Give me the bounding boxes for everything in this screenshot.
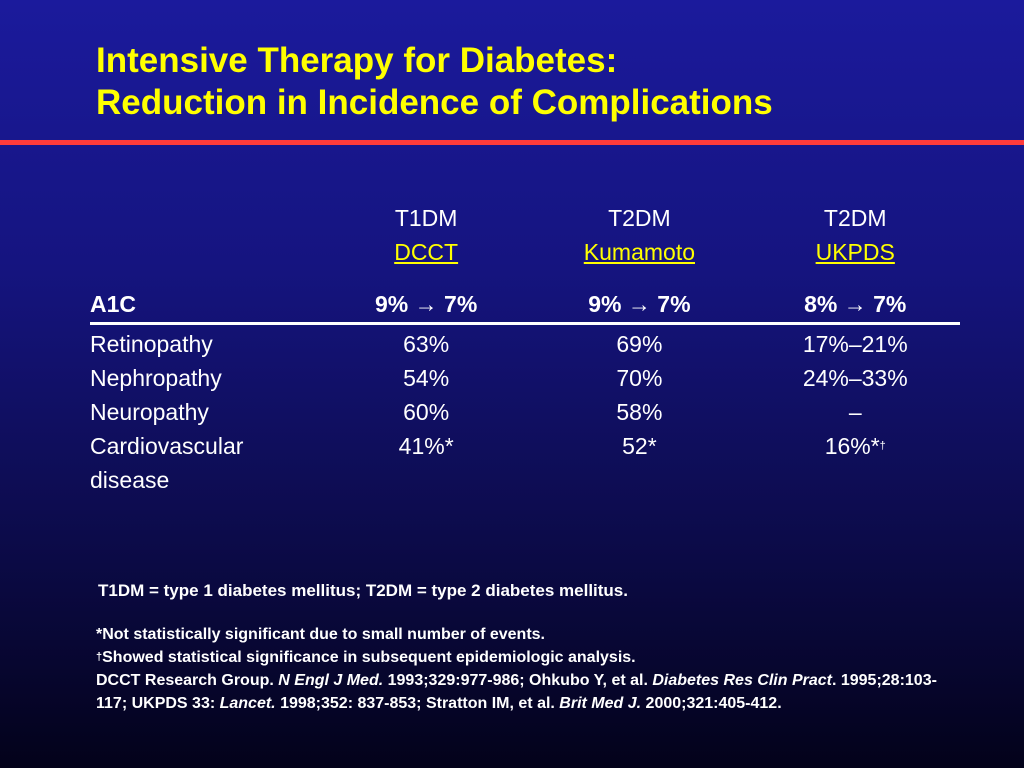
table-divider bbox=[90, 322, 960, 325]
table-divider-row bbox=[90, 321, 960, 327]
cell-value: 24%–33% bbox=[802, 365, 908, 391]
dagger-mark: † bbox=[879, 440, 886, 452]
table-row: Nephropathy 54% 70% 24%–33% bbox=[90, 361, 960, 395]
a1c-row: A1C 9% → 7% 9% → 7% 8% → 7% bbox=[90, 291, 960, 321]
study-link-ukpds[interactable]: UKPDS bbox=[815, 239, 895, 265]
column-header-dcct: T1DM DCCT bbox=[324, 201, 528, 291]
table-divider-cell bbox=[90, 321, 960, 327]
row-label: Nephropathy bbox=[90, 365, 222, 391]
reference-text: DCCT Research Group. bbox=[96, 672, 279, 689]
journal-name: Diabetes Res Clin Pract bbox=[652, 672, 832, 689]
study-link-dcct[interactable]: DCCT bbox=[394, 239, 459, 265]
reference-text: . 1995;28:103-117; UKPDS 33: bbox=[96, 672, 937, 712]
header-empty-cell bbox=[90, 201, 324, 291]
table-row: Neuropathy 60% 58% – bbox=[90, 395, 960, 429]
references: DCCT Research Group. N Engl J Med. 1993;… bbox=[96, 669, 966, 715]
a1c-value: 9% → 7% bbox=[375, 291, 478, 317]
cell-value: 58% bbox=[616, 399, 663, 425]
footnotes: *Not statistically significant due to sm… bbox=[96, 623, 966, 715]
diabetes-type: T1DM bbox=[394, 205, 458, 231]
footnote-dagger: †Showed statistical significance in subs… bbox=[96, 646, 966, 669]
reference-text: 1993;329:977-986; Ohkubo Y, et al. bbox=[383, 672, 653, 689]
column-header-ukpds: T2DM UKPDS bbox=[750, 201, 960, 291]
title-line-1: Intensive Therapy for Diabetes: bbox=[96, 41, 618, 80]
diabetes-type: T2DM bbox=[608, 205, 671, 231]
table-header-row: T1DM DCCT T2DM Kumamoto T2DM UKPDS bbox=[90, 201, 960, 291]
a1c-value: 9% → 7% bbox=[588, 291, 691, 317]
reference-text: 1998;352: 837-853; Stratton IM, et al. bbox=[275, 695, 560, 712]
diabetes-type: T2DM bbox=[823, 205, 887, 231]
journal-name: N Engl J Med. bbox=[278, 672, 384, 689]
cell-value: 54% bbox=[403, 365, 450, 391]
row-label: A1C bbox=[90, 291, 137, 317]
cell-value-text: 16%* bbox=[824, 433, 880, 459]
footnote-not-significant: *Not statistically significant due to sm… bbox=[96, 626, 545, 643]
table-row: Cardiovascular disease 41%* 52* 16%*† bbox=[90, 429, 960, 497]
cell-value: 17%–21% bbox=[802, 331, 908, 357]
table-row: Retinopathy 63% 69% 17%–21% bbox=[90, 327, 960, 361]
cell-value: 63% bbox=[403, 331, 450, 357]
title-divider bbox=[0, 140, 1024, 145]
journal-name: Brit Med J. bbox=[559, 695, 642, 712]
complications-table: T1DM DCCT T2DM Kumamoto T2DM UKPDS A1C 9… bbox=[90, 201, 960, 497]
cell-value: 41%* bbox=[398, 433, 454, 459]
row-label: Cardiovascular disease bbox=[90, 429, 324, 497]
abbreviations-note: T1DM = type 1 diabetes mellitus; T2DM = … bbox=[98, 581, 628, 600]
journal-name: Lancet. bbox=[219, 695, 276, 712]
slide-title: Intensive Therapy for Diabetes: Reductio… bbox=[96, 40, 773, 124]
dagger-mark: † bbox=[96, 651, 103, 663]
footnote-dagger-text: Showed statistical significance in subse… bbox=[102, 649, 636, 666]
title-line-2: Reduction in Incidence of Complications bbox=[96, 83, 773, 122]
cell-value: 60% bbox=[403, 399, 450, 425]
cell-value: 70% bbox=[616, 365, 663, 391]
study-link-kumamoto[interactable]: Kumamoto bbox=[583, 239, 695, 265]
column-header-kumamoto: T2DM Kumamoto bbox=[528, 201, 750, 291]
cell-value: 69% bbox=[616, 331, 663, 357]
row-label-line-1: Cardiovascular bbox=[90, 433, 244, 459]
cell-value: 16%*† bbox=[750, 429, 960, 497]
row-label: Retinopathy bbox=[90, 331, 213, 357]
reference-text: 2000;321:405-412. bbox=[641, 695, 782, 712]
row-label: Neuropathy bbox=[90, 399, 209, 425]
a1c-value: 8% → 7% bbox=[804, 291, 907, 317]
cell-value: 52* bbox=[622, 433, 657, 459]
cell-value: – bbox=[848, 399, 862, 425]
row-label-line-2: disease bbox=[90, 467, 170, 493]
